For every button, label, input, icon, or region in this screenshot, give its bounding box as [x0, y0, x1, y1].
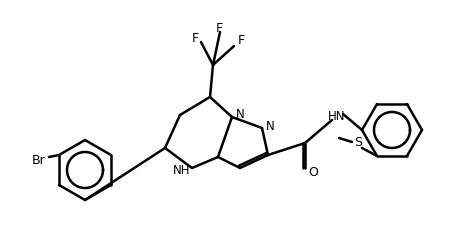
Text: O: O — [308, 165, 318, 178]
Text: NH: NH — [173, 164, 191, 177]
Text: N: N — [235, 109, 244, 122]
Text: Br: Br — [32, 154, 46, 167]
Text: S: S — [354, 136, 362, 149]
Text: F: F — [215, 21, 223, 35]
Text: F: F — [237, 34, 245, 46]
Text: N: N — [266, 119, 274, 133]
Text: F: F — [191, 31, 198, 45]
Text: HN: HN — [328, 110, 346, 124]
